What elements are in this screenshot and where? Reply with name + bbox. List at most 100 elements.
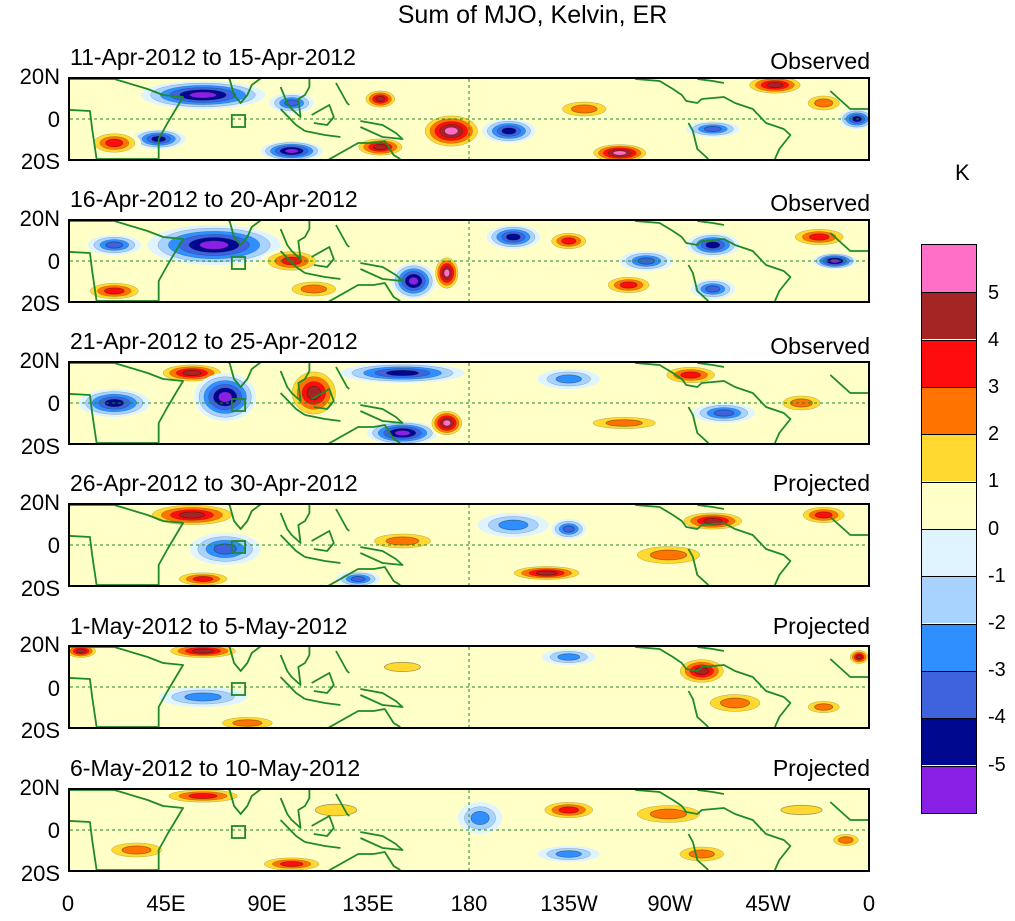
anomaly-center — [692, 403, 755, 423]
anomaly-center — [743, 79, 806, 95]
lon-tick-180: 180 — [450, 891, 488, 916]
anomaly-center — [147, 225, 281, 265]
panel-5-field — [70, 647, 868, 727]
contour-band — [199, 240, 230, 250]
colorbar-label: 3 — [988, 376, 1000, 398]
contour-band — [443, 268, 451, 278]
contour-band — [605, 419, 643, 427]
contour-band — [705, 285, 721, 293]
contour-band — [300, 284, 328, 294]
coastline — [311, 672, 335, 694]
lat-tick-eq: 0 — [47, 107, 60, 132]
contour-band — [76, 648, 87, 654]
contour-band — [442, 419, 452, 427]
coastline — [687, 406, 710, 443]
panel-1-field — [70, 79, 868, 159]
contour-band — [470, 811, 490, 825]
coastline — [70, 363, 184, 443]
anomaly-center — [553, 99, 616, 119]
contour-band — [444, 126, 459, 136]
anomaly-center — [537, 369, 600, 389]
anomaly-center — [797, 505, 851, 525]
panel-6-date: 6-May-2012 to 10-May-2012 — [70, 755, 361, 781]
panel-3-date: 21-Apr-2012 to 25-Apr-2012 — [70, 328, 358, 354]
colorbar-swatch — [922, 623, 976, 671]
contour-band — [408, 276, 419, 286]
panel-5-date: 1-May-2012 to 5-May-2012 — [70, 613, 348, 639]
anomaly-center — [362, 89, 399, 109]
contour-band — [501, 127, 517, 135]
reference-box — [230, 540, 247, 554]
coastline — [320, 140, 401, 159]
colorbar-label: 2 — [988, 423, 1000, 445]
coastline — [360, 404, 404, 424]
lat-tick-eq: 0 — [47, 818, 60, 843]
coastline — [70, 221, 184, 301]
coastline — [360, 120, 404, 140]
contour-band — [217, 391, 233, 403]
contour-band — [561, 237, 577, 245]
panel-6-map — [68, 788, 870, 872]
panel-2-field — [70, 221, 868, 301]
contour-band — [184, 692, 222, 702]
colorbar-label: -3 — [988, 659, 1006, 681]
lat-tick-eq: 0 — [47, 533, 60, 558]
lat-tick-eq: 0 — [47, 676, 60, 701]
coastline — [311, 104, 335, 126]
panel-4-status: Projected — [772, 470, 870, 496]
contour-band — [814, 511, 833, 519]
contour-band — [121, 845, 152, 855]
contour-band — [649, 549, 688, 561]
coastline — [279, 676, 306, 700]
anomaly-center — [429, 409, 465, 437]
contour-band — [104, 287, 125, 295]
reference-box — [230, 682, 247, 696]
contour-band — [555, 374, 582, 384]
coastline — [687, 833, 710, 870]
contour-band — [780, 804, 823, 816]
coastline — [320, 851, 401, 870]
lat-tick-20s: 20S — [20, 149, 60, 174]
contour-band — [394, 429, 411, 437]
lon-tick-135w: 135W — [540, 891, 598, 916]
coastline — [279, 363, 311, 402]
colorbar-unit: K — [955, 160, 970, 185]
panel-2-map — [68, 219, 870, 303]
coastline — [227, 79, 262, 104]
anomaly-center — [546, 231, 591, 251]
contour-band — [555, 850, 582, 858]
contour-band — [383, 661, 422, 673]
panel-1-date: 11-Apr-2012 to 15-Apr-2012 — [70, 44, 356, 70]
coastline — [829, 801, 868, 821]
anomaly-center — [83, 281, 146, 301]
anomaly-center — [828, 832, 864, 848]
contour-band — [192, 648, 214, 654]
panel-5-status: Projected — [772, 613, 870, 639]
anomaly-center — [158, 687, 248, 707]
contour-band — [808, 233, 830, 241]
contour-band — [350, 576, 366, 582]
lon-tick-135e: 135E — [342, 891, 394, 916]
coastline — [360, 688, 404, 708]
lon-tick-45w: 45W — [745, 891, 791, 916]
reference-box — [230, 256, 247, 270]
coastline — [320, 282, 401, 301]
coastline — [360, 831, 404, 851]
contour-band — [385, 536, 420, 546]
panel-5-map — [68, 645, 870, 729]
coastline — [320, 708, 401, 727]
contour-band — [558, 806, 580, 814]
lat-tick-20n: 20N — [19, 206, 60, 231]
lat-tick-20n: 20N — [19, 775, 60, 800]
anomaly-center — [848, 649, 868, 665]
colorbar-swatch — [922, 292, 976, 340]
colorbar-label: -5 — [988, 754, 1006, 776]
anomaly-center — [156, 363, 228, 383]
panel-4-field — [70, 505, 868, 585]
panel-1-map — [68, 77, 870, 161]
anomaly-center — [801, 699, 846, 715]
anomaly-center — [766, 802, 837, 818]
anomaly-center — [624, 543, 713, 567]
coastline — [360, 262, 404, 282]
anomaly-center — [551, 519, 587, 539]
